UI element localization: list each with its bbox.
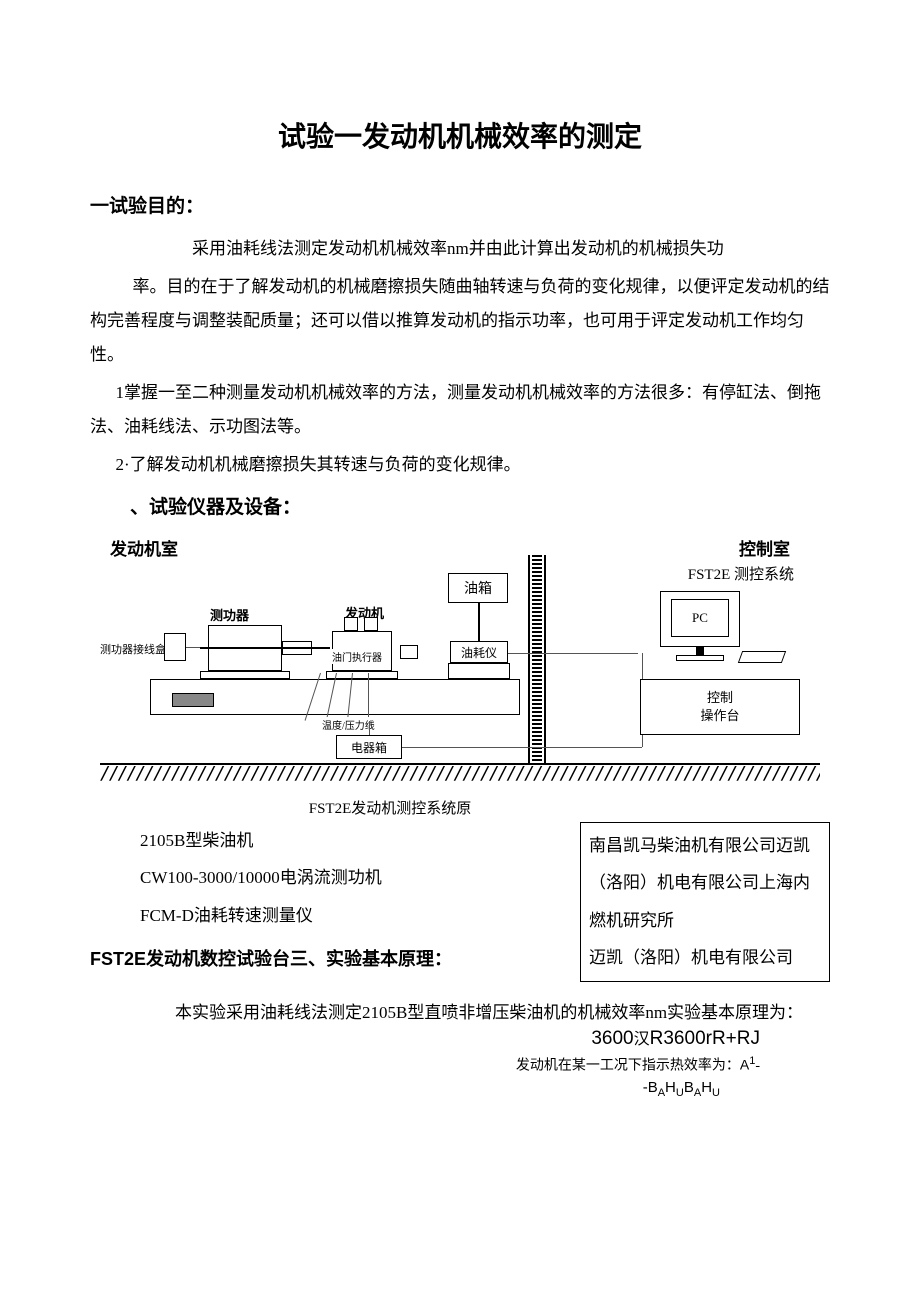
tank-pipe [478,603,480,641]
console-l1: 控制 [707,689,733,707]
equipment-right-box: 南昌凯马柴油机有限公司迈凯 （洛阳）机电有限公司上海内 燃机研究所 迈凯（洛阳）… [580,822,830,982]
oil-tank-box: 油箱 [448,573,508,603]
keyboard [738,651,786,663]
f1han: 汉 [634,1031,650,1048]
wall-right-edge [544,555,546,765]
junction-box [164,633,186,661]
section1-heading: 一试验目的： [90,191,830,218]
sec1-p2: 率。目的在于了解发动机的机械磨擦损失随曲轴转速与负荷的变化规律，以便评定发动机的… [90,270,830,372]
cable2 [508,653,638,654]
elec-wire [369,721,370,735]
sensor-line4 [368,673,369,723]
dyno-base [200,671,290,679]
system-diagram: 发动机室 控制室 FST2E 测控系统 油箱 测功器 发动机 测功器接线盒 [100,533,820,791]
label-system: FST2E 测控系统 [688,563,794,584]
label-junction: 测功器接线盒 [100,641,166,657]
stand-block [172,693,214,707]
diagram-caption: FST2E发动机测控系统原 [0,797,830,818]
label-throttle: 油门执行器 [332,649,382,664]
cable1 [402,747,642,748]
formula-line3: -BAHUBAHU [90,1077,760,1102]
formula-block: 3600汉R3600rR+RJ 发动机在某一工况下指示热效率为：A1- -BAH… [90,1025,830,1102]
equip-item-2: FCM-D油耗转速测量仪 [140,897,580,934]
mfr-line-2: 燃机研究所 [589,902,821,939]
elec-box: 电器箱 [336,735,402,759]
diagram-container: 发动机室 控制室 FST2E 测控系统 油箱 测功器 发动机 测功器接线盒 [90,533,830,818]
pc-cable [642,653,643,679]
label-temp-pressure: 温度/压力线 [322,717,375,732]
label-dyno: 测功器 [210,605,249,624]
pc-neck [696,647,704,655]
engine-top2 [364,617,378,631]
equipment-row: 2105B型柴油机 CW100-3000/10000电涡流测功机 FCM-D油耗… [90,822,830,982]
fuelmeter-base [448,663,510,679]
label-control-room: 控制室 [739,535,790,560]
throttle-box [400,645,418,659]
mfr-line-1: （洛阳）机电有限公司上海内 [589,864,821,901]
equip-item-0: 2105B型柴油机 [140,822,580,859]
console-l2: 操作台 [700,707,739,725]
equip-item-1: CW100-3000/10000电涡流测功机 [140,859,580,896]
wall-hatch [532,555,542,765]
console-box: 控制 操作台 [640,679,800,735]
mfr-line-0: 南昌凯马柴油机有限公司迈凯 [589,827,821,864]
f1a: 3600 [591,1028,633,1049]
sec1-p1: 采用油耗线法测定发动机机械效率nm并由此计算出发动机的机械损失功 [90,232,830,266]
f2b: A [740,1057,749,1073]
f1b: R3600rR+RJ [650,1028,760,1049]
shaft [200,647,330,649]
section2-heading: 、试验仪器及设备： [130,492,830,519]
section3-heading: FST2E发动机数控试验台三、实验基本原理： [90,940,580,980]
f2a: 发动机在某一工况下指示热效率为： [516,1059,740,1074]
equipment-left: 2105B型柴油机 CW100-3000/10000电涡流测功机 FCM-D油耗… [90,822,580,980]
pc-screen: PC [671,599,729,637]
page-title: 试验一发动机机械效率的测定 [90,115,830,155]
pc-stand [676,655,724,661]
mfr-line-3: 迈凯（洛阳）机电有限公司 [589,939,821,976]
wall-left-edge [528,555,530,765]
sec1-p3: 1掌握一至二种测量发动机机械效率的方法，测量发动机机械效率的方法很多：有停缸法、… [90,376,830,444]
sec1-p4: 2·了解发动机机械磨擦损失其转速与负荷的变化规律。 [90,448,830,482]
formula-line2: 发动机在某一工况下指示热效率为：A1- [90,1053,760,1077]
ground-hatch: ////////////////////////////////////////… [100,763,820,784]
f2d: - [755,1059,760,1074]
formula-line1: 3600汉R3600rR+RJ [90,1025,760,1054]
label-engine-room: 发动机室 [110,535,178,560]
console-cable [642,735,643,747]
principle-para: 本实验采用油耗线法测定2105B型直喷非增压柴油机的机械效率nm实验基本原理为： [90,998,830,1023]
engine-top1 [344,617,358,631]
fuelmeter-box: 油耗仪 [450,641,508,663]
